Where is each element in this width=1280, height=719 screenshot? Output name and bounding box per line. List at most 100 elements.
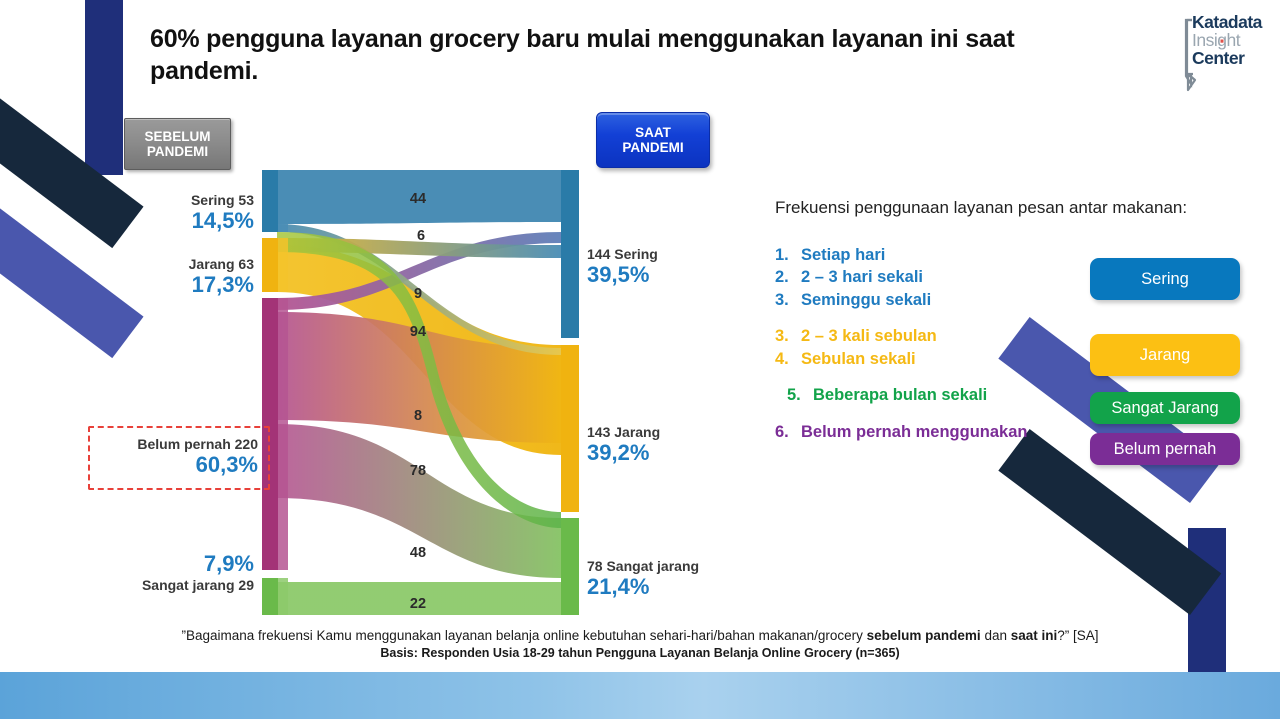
badge-sering[interactable]: Sering	[1090, 258, 1240, 300]
node-left-jarang	[262, 238, 278, 292]
label-right-sering: 144 Sering 39,5%	[587, 246, 658, 288]
legend-item-4-text: 2 – 3 kali sebulan	[801, 327, 937, 346]
sankey-links	[277, 170, 561, 615]
label-left-sering-percent: 14,5%	[191, 208, 254, 233]
legend-item-1-number: 1.	[775, 246, 789, 264]
badge-sangat-jarang[interactable]: Sangat Jarang	[1090, 392, 1240, 424]
link-belum-to-sangat	[277, 424, 561, 578]
label-left-belum-percent: 60,3%	[195, 452, 258, 477]
footer-question: ”Bagaimana frekuensi Kamu menggunakan la…	[0, 628, 1280, 643]
flow-label-44: 44	[410, 191, 426, 207]
logo-line-insight: Insight	[1192, 29, 1241, 50]
link-belum-to-jarang	[277, 312, 561, 443]
after-label-line1: SAAT	[635, 124, 671, 140]
legend-item-6-number: 5.	[787, 386, 801, 405]
flow-label-78: 78	[410, 463, 426, 479]
label-left-belum-pernah: Belum pernah 220 60,3%	[90, 436, 258, 478]
legend-item-2-text: 2 – 3 hari sekali	[801, 268, 924, 287]
node-right-jarang	[561, 345, 579, 512]
column-header-before-pandemic[interactable]: SEBELUM PANDEMI	[124, 118, 231, 170]
highlight-box-belum-pernah	[88, 426, 270, 490]
footer-question-open: ”Bagaimana frekuensi Kamu menggunakan la…	[181, 628, 867, 643]
label-left-belum-name: Belum pernah 220	[137, 436, 258, 452]
logo-line-katadata: Katadata	[1192, 12, 1262, 32]
after-label-line2: PANDEMI	[622, 140, 684, 155]
legend-item-6-text: Beberapa bulan sekali	[813, 386, 988, 405]
katadata-logo: Katadata Insight Center	[1180, 12, 1276, 100]
label-right-jarang-name: 143 Jarang	[587, 424, 661, 440]
label-right-sering-name: 144 Sering	[587, 246, 658, 262]
legend-item-4-number: 3.	[775, 327, 789, 346]
legend-definition-list: 1. Setiap hari 2. 2 – 3 hari sekali 3. S…	[775, 244, 1105, 443]
legend-item-7-number: 6.	[775, 422, 789, 441]
badge-belum-pernah[interactable]: Belum pernah	[1090, 433, 1240, 465]
sankey-nodes-right	[561, 170, 579, 615]
legend-item-2-number: 2.	[775, 268, 789, 287]
label-right-sangat-name: 78 Sangat jarang	[587, 558, 700, 574]
logo-bracket-icon	[1184, 18, 1224, 92]
link-belum-to-sering	[277, 232, 561, 310]
node-left-sangat	[262, 578, 278, 615]
legend-item-1-text: Setiap hari	[801, 246, 886, 264]
link-sering-to-jarang	[277, 224, 561, 355]
flow-label-94: 94	[410, 324, 426, 340]
legend-panel-title: Frekuensi penggunaan layanan pesan antar…	[775, 198, 1188, 217]
label-left-sangat-jarang: 7,9% Sangat jarang 29	[86, 551, 254, 593]
legend-item-4: 3. 2 – 3 kali sebulan	[775, 325, 1105, 347]
legend-item-3-text: Seminggu sekali	[801, 290, 932, 309]
flow-label-22: 22	[410, 596, 426, 612]
footer-basis: Basis: Responden Usia 18-29 tahun Penggu…	[380, 646, 900, 660]
badge-sering-label: Sering	[1141, 269, 1189, 288]
page-title: 60% pengguna layanan grocery baru mulai …	[150, 25, 1015, 85]
label-left-jarang-name: Jarang 63	[188, 256, 254, 272]
bottom-gradient-bar	[0, 672, 1280, 719]
node-right-sangat	[561, 518, 579, 615]
footer-question-mid: dan	[980, 628, 1011, 643]
label-left-sering-name: Sering 53	[190, 192, 254, 208]
footer-question-bold-before: sebelum pandemi	[866, 628, 981, 643]
badge-jarang[interactable]: Jarang	[1090, 334, 1240, 376]
legend-item-2: 2. 2 – 3 hari sekali	[775, 266, 1105, 288]
legend-item-7-text: Belum pernah menggunakan	[801, 422, 1028, 441]
badge-belum-pernah-label: Belum pernah	[1113, 439, 1217, 458]
logo-line-center: Center	[1192, 47, 1245, 68]
label-right-jarang-percent: 39,2%	[587, 440, 650, 465]
flow-label-48: 48	[410, 545, 426, 561]
node-right-sering	[561, 170, 579, 338]
label-left-sangat-name: Sangat jarang 29	[141, 577, 254, 593]
legend-item-3-number: 3.	[775, 290, 789, 309]
flow-label-6: 6	[417, 228, 425, 244]
before-label-line1: SEBELUM	[144, 128, 211, 144]
badge-jarang-label: Jarang	[1139, 345, 1191, 364]
label-right-sangat-jarang: 78 Sangat jarang 21,4%	[587, 558, 699, 600]
before-label-line2: PANDEMI	[146, 144, 209, 159]
column-header-during-pandemic[interactable]: SAAT PANDEMI	[596, 112, 710, 168]
label-left-sangat-percent: 7,9%	[203, 551, 254, 576]
footer-question-bold-now: saat ini	[1010, 628, 1058, 643]
flow-label-8: 8	[414, 408, 422, 424]
label-right-sering-percent: 39,5%	[587, 262, 650, 287]
legend-item-3: 3. Seminggu sekali	[775, 289, 1105, 311]
legend-item-7: 6. Belum pernah menggunakan	[775, 421, 1105, 443]
badge-sangat-jarang-label: Sangat Jarang	[1111, 398, 1219, 417]
label-left-jarang: Jarang 63 17,3%	[86, 256, 254, 298]
legend-item-5-number: 4.	[775, 349, 789, 368]
label-left-jarang-percent: 17,3%	[191, 272, 254, 297]
legend-item-5-text: Sebulan sekali	[801, 349, 916, 368]
link-sering-to-sering	[277, 170, 561, 224]
label-left-sering: Sering 53 14,5%	[86, 192, 254, 234]
flow-label-9: 9	[414, 286, 422, 302]
label-right-sangat-percent: 21,4%	[587, 574, 650, 599]
sankey-nodes-left	[262, 170, 288, 615]
legend-item-1: 1. Setiap hari	[775, 244, 1105, 266]
node-left-belum	[262, 298, 278, 570]
label-right-jarang: 143 Jarang 39,2%	[587, 424, 660, 466]
legend-item-6: 5. Beberapa bulan sekali	[775, 384, 1105, 406]
node-left-sering	[262, 170, 278, 232]
footer: ”Bagaimana frekuensi Kamu menggunakan la…	[0, 628, 1280, 660]
link-sangat-to-sangat	[277, 582, 561, 615]
legend-item-5: 4. Sebulan sekali	[775, 348, 1105, 370]
footer-question-close: ?” [SA]	[1057, 628, 1099, 643]
